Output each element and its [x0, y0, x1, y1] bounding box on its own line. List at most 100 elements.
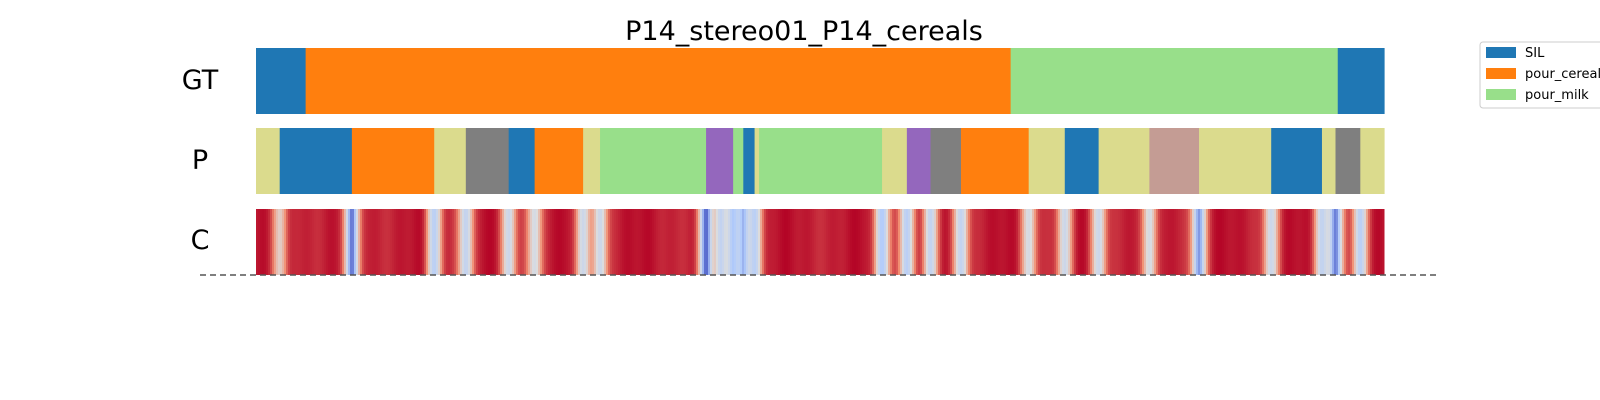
confidence-strip [1016, 209, 1019, 275]
confidence-strip [820, 209, 823, 275]
confidence-strip [860, 209, 863, 275]
confidence-strip [1294, 209, 1297, 275]
confidence-strip [866, 209, 869, 275]
confidence-strip [694, 209, 697, 275]
confidence-strip [1256, 209, 1259, 275]
confidence-strip [756, 209, 759, 275]
confidence-strip [1322, 209, 1325, 275]
gt-row: GT [182, 48, 1385, 114]
confidence-strip [1346, 209, 1349, 275]
confidence-strip [920, 209, 923, 275]
confidence-strip [566, 209, 569, 275]
confidence-strip [362, 209, 365, 275]
confidence-strip [826, 209, 829, 275]
confidence-strip [782, 209, 785, 275]
confidence-strip [1082, 209, 1085, 275]
confidence-strip [1212, 209, 1215, 275]
confidence-strip [352, 209, 355, 275]
gt-segment-1 [305, 48, 1012, 114]
confidence-strip [390, 209, 393, 275]
confidence-strip [546, 209, 549, 275]
confidence-strip [810, 209, 813, 275]
confidence-strip [1278, 209, 1281, 275]
prediction-segment-8 [600, 128, 707, 194]
confidence-strip [996, 209, 999, 275]
confidence-strip [1126, 209, 1129, 275]
confidence-strip [1042, 209, 1045, 275]
confidence-strip [588, 209, 591, 275]
confidence-strip [830, 209, 833, 275]
confidence-strip [586, 209, 589, 275]
confidence-strip [280, 209, 283, 275]
confidence-strip [784, 209, 787, 275]
confidence-strip [264, 209, 267, 275]
confidence-strip [680, 209, 683, 275]
legend-swatch-pour-milk [1486, 89, 1516, 100]
confidence-strip [300, 209, 303, 275]
confidence-strip [1058, 209, 1061, 275]
confidence-strip [938, 209, 941, 275]
confidence-strip [1316, 209, 1319, 275]
confidence-strip [728, 209, 731, 275]
legend-swatch-sil [1486, 47, 1516, 58]
confidence-strip [1292, 209, 1295, 275]
confidence-strip [816, 209, 819, 275]
confidence-strip [262, 209, 265, 275]
confidence-strip [312, 209, 315, 275]
confidence-strip [502, 209, 505, 275]
confidence-strip [682, 209, 685, 275]
confidence-strip [1044, 209, 1047, 275]
confidence-strip [364, 209, 367, 275]
confidence-strip [1206, 209, 1209, 275]
confidence-strip [526, 209, 529, 275]
confidence-strip [336, 209, 339, 275]
confidence-strip [796, 209, 799, 275]
legend-swatch-pour-cereals [1486, 68, 1516, 79]
confidence-strip [540, 209, 543, 275]
confidence-strip [1196, 209, 1199, 275]
confidence-strip [602, 209, 605, 275]
confidence-strip [748, 209, 751, 275]
confidence-strip [1310, 209, 1313, 275]
confidence-strip [272, 209, 275, 275]
confidence-strip [1374, 209, 1377, 275]
confidence-strip [1268, 209, 1271, 275]
confidence-strip [940, 209, 943, 275]
confidence-strip [442, 209, 445, 275]
confidence-strip [1150, 209, 1153, 275]
confidence-strip [724, 209, 727, 275]
confidence-strip [764, 209, 767, 275]
confidence-strip [542, 209, 545, 275]
confidence-strip [930, 209, 933, 275]
confidence-strip [788, 209, 791, 275]
confidence-strip [798, 209, 801, 275]
confidence-strip [426, 209, 429, 275]
confidence-strip [1030, 209, 1033, 275]
confidence-strip [480, 209, 483, 275]
confidence-strip [1184, 209, 1187, 275]
confidence-strip [776, 209, 779, 275]
confidence-strip [1078, 209, 1081, 275]
confidence-strip [394, 209, 397, 275]
confidence-strip [510, 209, 513, 275]
confidence-strip [1158, 209, 1161, 275]
confidence-strip [294, 209, 297, 275]
confidence-strip [382, 209, 385, 275]
confidence-strip [772, 209, 775, 275]
confidence-strip [1054, 209, 1057, 275]
confidence-strip [416, 209, 419, 275]
prediction-segment-23 [1271, 128, 1323, 194]
confidence-strip [666, 209, 669, 275]
confidence-strip [1060, 209, 1063, 275]
confidence-strip [922, 209, 925, 275]
confidence-strip [1092, 209, 1095, 275]
confidence-strip [656, 209, 659, 275]
confidence-strip [960, 209, 963, 275]
confidence-strip [1136, 209, 1139, 275]
confidence-strip [828, 209, 831, 275]
confidence-strip [330, 209, 333, 275]
confidence-strip [576, 209, 579, 275]
confidence-strip [654, 209, 657, 275]
confidence-strip [876, 209, 879, 275]
confidence-strip [1326, 209, 1329, 275]
